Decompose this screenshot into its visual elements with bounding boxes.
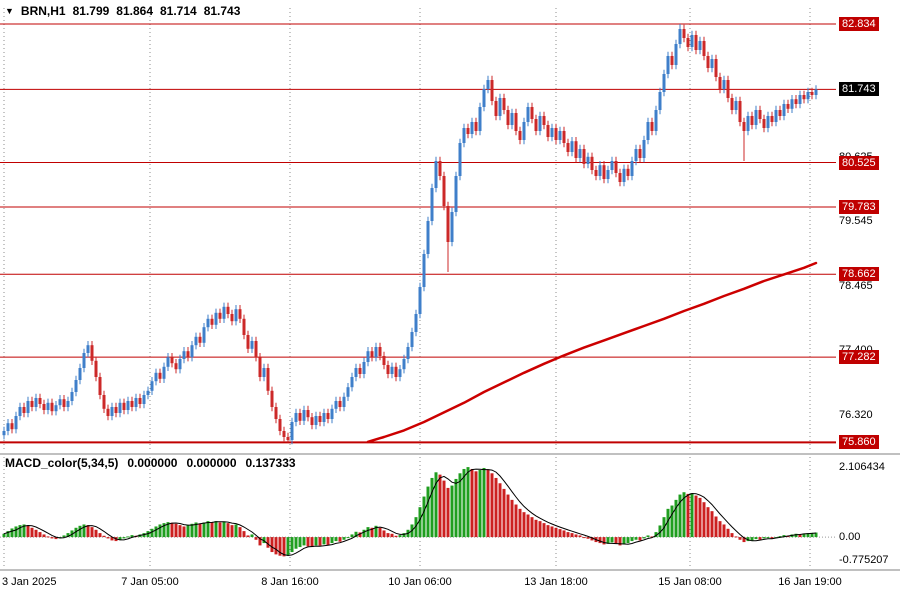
price-tick-label: 79.545 xyxy=(839,215,873,228)
macd-name: MACD_color(5,34,5) xyxy=(5,456,119,470)
level-price-label: 75.860 xyxy=(839,435,879,450)
time-tick-label: 15 Jan 08:00 xyxy=(658,576,722,588)
price-tick-label: 76.320 xyxy=(839,408,873,421)
price-tick-label: 78.465 xyxy=(839,280,873,293)
ohlc-close: 81.743 xyxy=(203,4,241,18)
time-tick-label: 13 Jan 18:00 xyxy=(524,576,588,588)
time-tick-label: 3 Jan 2025 xyxy=(2,576,57,588)
level-price-label: 82.834 xyxy=(839,16,879,31)
time-tick-label: 8 Jan 16:00 xyxy=(261,576,319,588)
level-price-label: 79.783 xyxy=(839,200,879,215)
macd-tick-label: -0.775207 xyxy=(839,554,889,566)
macd-value-3: 0.137333 xyxy=(245,456,296,470)
macd-tick-label: 2.106434 xyxy=(839,461,885,474)
macd-value-1: 0.000000 xyxy=(127,456,178,470)
macd-indicator-label: MACD_color(5,34,5) 0.000000 0.000000 0.1… xyxy=(5,456,296,470)
ohlc-low: 81.714 xyxy=(160,4,197,18)
ohlc-open: 81.799 xyxy=(72,4,110,18)
time-tick-label: 10 Jan 06:00 xyxy=(388,576,452,588)
time-tick-label: 7 Jan 05:00 xyxy=(121,576,179,588)
macd-value-2: 0.000000 xyxy=(186,456,237,470)
ohlc-high: 81.864 xyxy=(116,4,153,18)
level-price-label: 77.282 xyxy=(839,350,879,365)
symbol-label: BRN,H1 xyxy=(20,4,66,18)
symbol-marker-icon: ▼ xyxy=(5,6,14,16)
macd-tick-label: 0.00 xyxy=(839,531,861,544)
chart-title: ▼ BRN,H1 81.799 81.864 81.714 81.743 xyxy=(5,4,240,18)
level-price-label: 80.525 xyxy=(839,155,879,170)
level-price-label: 78.662 xyxy=(839,267,879,282)
current-price-label: 81.743 xyxy=(839,82,879,97)
time-tick-label: 16 Jan 19:00 xyxy=(778,576,842,588)
